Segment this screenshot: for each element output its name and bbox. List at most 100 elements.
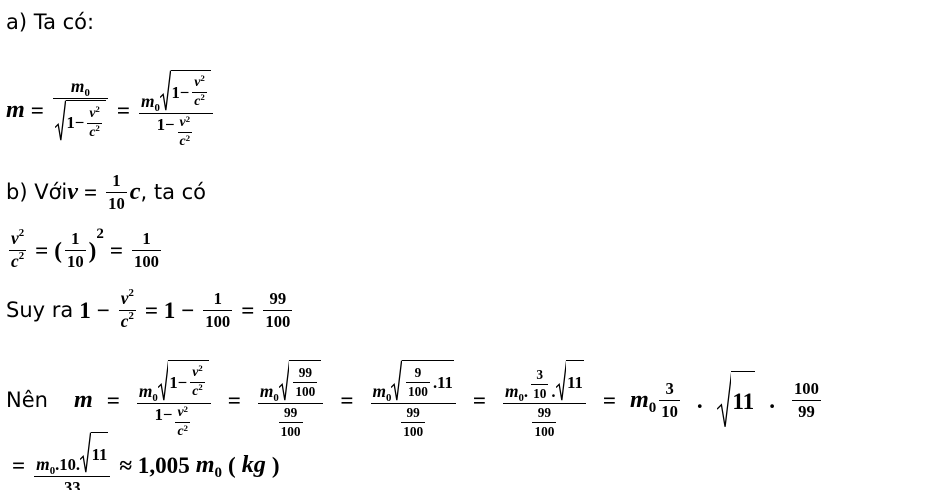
exponent: 2 xyxy=(184,423,188,433)
square-root: 11 xyxy=(717,370,756,430)
exponent: 2 xyxy=(186,114,190,124)
math-symbol: 1− xyxy=(154,405,173,425)
math-variable: c xyxy=(11,251,19,271)
math-symbol: 0 xyxy=(648,399,657,416)
fraction: m 0.10. 11 33 xyxy=(34,432,111,490)
exponent: 2 xyxy=(198,382,202,392)
math-variable: v xyxy=(177,405,184,421)
formula-line: = m 0.10. 11 33 ≈ 1,005 m 0(kg) xyxy=(6,432,286,490)
math-symbol: ( xyxy=(54,236,62,263)
math-symbol: 10 xyxy=(108,193,125,213)
square-root: 1− v 2 c 2 xyxy=(55,100,106,142)
base: c xyxy=(192,384,198,400)
math-variable: m xyxy=(73,386,93,413)
math-symbol: 99 xyxy=(298,365,312,380)
math-variable: m xyxy=(6,96,25,123)
math-symbol: 99 xyxy=(537,405,552,421)
formula-line: Nên m = m 0 1− v 2 c 2 1− v 2 c 2 = m 0 99 100 99 100 = m 0 9 100.… xyxy=(6,359,824,439)
denominator: 99 100 xyxy=(370,403,456,440)
numerator: 9 xyxy=(413,365,424,382)
numerator: m 0 1− v 2 c 2 xyxy=(139,69,213,114)
exponent: 2 xyxy=(200,73,204,83)
numerator: 1 xyxy=(110,171,122,192)
radical-sign xyxy=(158,360,169,402)
math-symbol: 2 xyxy=(183,403,188,414)
fraction: 99 100 xyxy=(401,405,426,440)
math-symbol: 2 xyxy=(18,249,25,262)
math-symbol: 100 xyxy=(280,424,301,440)
math-variable: m xyxy=(259,382,274,402)
math-variable: v xyxy=(194,75,201,90)
math-symbol: = xyxy=(83,178,98,205)
fraction: 99 100 xyxy=(293,365,318,400)
fraction: m 0 9 100.11 99 100 xyxy=(370,359,456,440)
subscript: 0 xyxy=(215,465,223,482)
fraction: 1 100 xyxy=(203,289,233,332)
math-variable: m xyxy=(372,382,387,402)
math-variable: m xyxy=(36,454,50,474)
denominator: 33 xyxy=(34,475,111,490)
text: b) Với xyxy=(6,180,68,204)
subscript: 0 xyxy=(50,465,55,477)
math-symbol: 2 xyxy=(183,422,188,433)
denominator: 10 xyxy=(106,191,127,214)
math-symbol: 0 xyxy=(152,392,158,405)
fraction: m 0 1− v 2 c 2 1− v 2 c 2 xyxy=(136,359,211,440)
math-symbol: 100 xyxy=(403,424,424,440)
subscript: 0 xyxy=(84,87,89,99)
square-root: 1− v 2 c 2 xyxy=(160,69,211,112)
numerator: 1 xyxy=(69,229,81,250)
base: c xyxy=(89,125,95,141)
denominator: 100 xyxy=(278,422,303,440)
fraction: 99 100 xyxy=(278,405,303,440)
text: a) Ta có: xyxy=(6,10,95,34)
math-symbol: 2 xyxy=(200,92,205,103)
math-symbol: 99 xyxy=(283,405,298,421)
math-symbol: 100 xyxy=(265,311,291,331)
base: m xyxy=(141,92,155,112)
math-variable: c xyxy=(192,384,199,399)
numerator: 1 xyxy=(212,289,224,310)
math-symbol: = xyxy=(472,386,486,413)
square-root: 99 100 xyxy=(279,359,322,402)
text: , ta có xyxy=(140,180,207,204)
radicand: 11 xyxy=(731,370,756,430)
radicand: 11 xyxy=(90,432,109,474)
fraction: 1 10 xyxy=(106,171,127,214)
math-symbol: ( xyxy=(228,451,236,478)
numerator: 99 xyxy=(536,405,553,422)
formula-line: a) Ta có: xyxy=(6,0,94,52)
math-symbol: 99 xyxy=(269,288,287,308)
exponent: 2 xyxy=(186,133,190,143)
math-symbol: 1− xyxy=(66,113,85,132)
denominator: 1− v 2 c 2 xyxy=(52,98,108,142)
math-variable: v xyxy=(11,228,19,248)
numerator: 99 xyxy=(297,365,314,382)
math-symbol: 100 xyxy=(408,384,428,399)
exponent: 2 xyxy=(198,363,202,373)
math-symbol: 3 xyxy=(536,367,544,383)
math-variable: c xyxy=(194,94,201,109)
base: c xyxy=(121,312,129,332)
math-symbol: 0 xyxy=(273,392,279,405)
denominator: 100 xyxy=(293,382,318,400)
base: v xyxy=(89,106,95,122)
numerator: 1 xyxy=(140,229,152,250)
